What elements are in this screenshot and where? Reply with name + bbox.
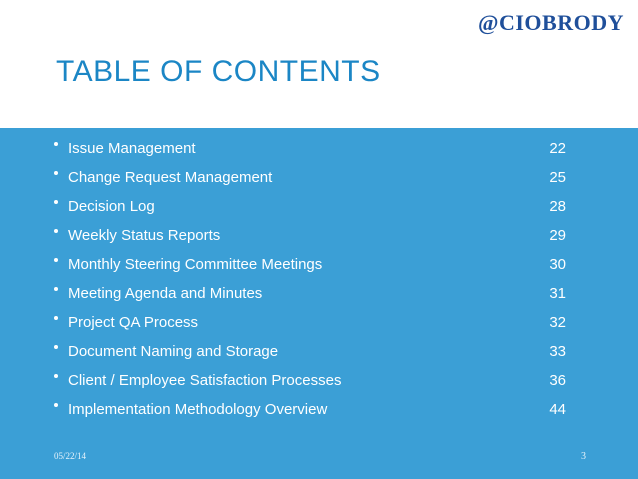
toc-item-page: 25 [549, 169, 566, 186]
toc-item-label: Client / Employee Satisfaction Processes [68, 372, 342, 389]
toc-item: Monthly Steering Committee Meetings 30 [54, 256, 566, 285]
toc-item-label: Document Naming and Storage [68, 343, 279, 360]
toc-item-page: 33 [549, 343, 566, 360]
footer-date: 05/22/14 [54, 451, 87, 461]
bullet-icon [54, 171, 58, 175]
bullet-icon [54, 345, 58, 349]
toc-item-label: Project QA Process [68, 314, 199, 331]
bullet-icon [54, 316, 58, 320]
toc-item-page: 44 [549, 401, 566, 418]
page-title: TABLE OF CONTENTS [56, 55, 381, 88]
bullet-icon [54, 229, 58, 233]
toc-item-page: 28 [549, 198, 566, 215]
toc-item: Client / Employee Satisfaction Processes… [54, 372, 566, 401]
toc-item: Decision Log 28 [54, 198, 566, 227]
toc-item-label: Meeting Agenda and Minutes [68, 285, 263, 302]
toc-item-label: Weekly Status Reports [68, 227, 221, 244]
bullet-icon [54, 200, 58, 204]
toc-item: Project QA Process 32 [54, 314, 566, 343]
toc-item-page: 32 [549, 314, 566, 331]
toc-item-label: Issue Management [68, 140, 196, 157]
bullet-icon [54, 142, 58, 146]
bullet-icon [54, 403, 58, 407]
toc-item-label: Implementation Methodology Overview [68, 401, 328, 418]
toc-item: Issue Management 22 [54, 140, 566, 169]
toc-item: Meeting Agenda and Minutes 31 [54, 285, 566, 314]
bullet-icon [54, 374, 58, 378]
twitter-handle: @CIOBRODY [478, 10, 624, 35]
toc-item: Change Request Management 25 [54, 169, 566, 198]
table-of-contents-list: Issue Management 22 Change Request Manag… [54, 140, 566, 430]
toc-item: Document Naming and Storage 33 [54, 343, 566, 372]
toc-item: Weekly Status Reports 29 [54, 227, 566, 256]
toc-item-label: Monthly Steering Committee Meetings [68, 256, 323, 273]
toc-item-label: Decision Log [68, 198, 155, 215]
toc-item-page: 29 [549, 227, 566, 244]
slide-header: @CIOBRODY TABLE OF CONTENTS [0, 0, 638, 128]
toc-item-page: 31 [549, 285, 566, 302]
footer-page-number: 3 [581, 451, 586, 462]
toc-item-label: Change Request Management [68, 169, 273, 186]
toc-item-page: 22 [549, 140, 566, 157]
bullet-icon [54, 287, 58, 291]
toc-item-page: 36 [549, 372, 566, 389]
toc-item: Implementation Methodology Overview 44 [54, 401, 566, 430]
toc-item-page: 30 [549, 256, 566, 273]
bullet-icon [54, 258, 58, 262]
